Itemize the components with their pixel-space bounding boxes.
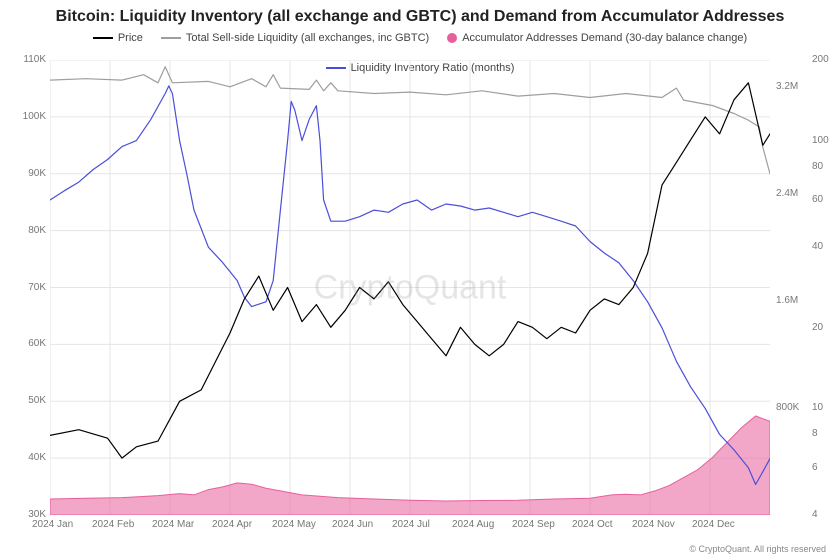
y-right1-tick: 2.4M: [776, 188, 798, 199]
plot-area: CryptoQuant: [50, 60, 770, 515]
legend-swatch-accum: [447, 33, 457, 43]
y-left-tick: 90K: [28, 168, 46, 179]
y-right2-tick: 4: [812, 509, 818, 520]
x-tick: 2024 Nov: [632, 519, 675, 530]
legend-label-price: Price: [118, 32, 143, 44]
x-tick: 2024 May: [272, 519, 316, 530]
y-left-tick: 80K: [28, 225, 46, 236]
y-right2-tick: 80: [812, 161, 823, 172]
x-tick: 2024 Oct: [572, 519, 613, 530]
footer-attribution: © CryptoQuant. All rights reserved: [689, 544, 826, 554]
y-left-tick: 40K: [28, 452, 46, 463]
x-tick: 2024 Aug: [452, 519, 494, 530]
legend-swatch-price: [93, 37, 113, 39]
x-tick: 2024 Jun: [332, 519, 373, 530]
y-right2-tick: 10: [812, 402, 823, 413]
x-tick: 2024 Dec: [692, 519, 735, 530]
y-left-tick: 110K: [23, 54, 46, 65]
x-tick: 2024 Feb: [92, 519, 134, 530]
y-left-tick: 50K: [28, 395, 46, 406]
y-left-tick: 60K: [28, 338, 46, 349]
legend-label-sell: Total Sell-side Liquidity (all exchanges…: [186, 32, 429, 44]
legend-label-accum: Accumulator Addresses Demand (30-day bal…: [462, 32, 747, 44]
y-right2-tick: 100: [812, 135, 829, 146]
x-tick: 2024 Sep: [512, 519, 555, 530]
y-right2-tick: 6: [812, 462, 818, 473]
x-tick: 2024 Apr: [212, 519, 252, 530]
chart-container: Bitcoin: Liquidity Inventory (all exchan…: [0, 0, 840, 560]
y-right2-tick: 200: [812, 54, 829, 65]
x-tick: 2024 Mar: [152, 519, 194, 530]
legend-price: Price: [93, 32, 143, 44]
y-right1-tick: 3.2M: [776, 81, 798, 92]
y-right2-tick: 60: [812, 194, 823, 205]
x-tick: 2024 Jan: [32, 519, 73, 530]
y-right2-tick: 8: [812, 428, 818, 439]
chart-title: Bitcoin: Liquidity Inventory (all exchan…: [0, 8, 840, 26]
legend-accum: Accumulator Addresses Demand (30-day bal…: [447, 32, 747, 44]
legend-sell: Total Sell-side Liquidity (all exchanges…: [161, 32, 429, 44]
y-right2-tick: 20: [812, 322, 823, 333]
x-tick: 2024 Jul: [392, 519, 430, 530]
legend-swatch-sell: [161, 37, 181, 39]
y-left-tick: 100K: [23, 111, 46, 122]
plot-svg: [50, 60, 770, 515]
y-right1-tick: 1.6M: [776, 295, 798, 306]
y-left-tick: 70K: [28, 282, 46, 293]
y-right1-tick: 800K: [776, 402, 799, 413]
y-right2-tick: 40: [812, 241, 823, 252]
